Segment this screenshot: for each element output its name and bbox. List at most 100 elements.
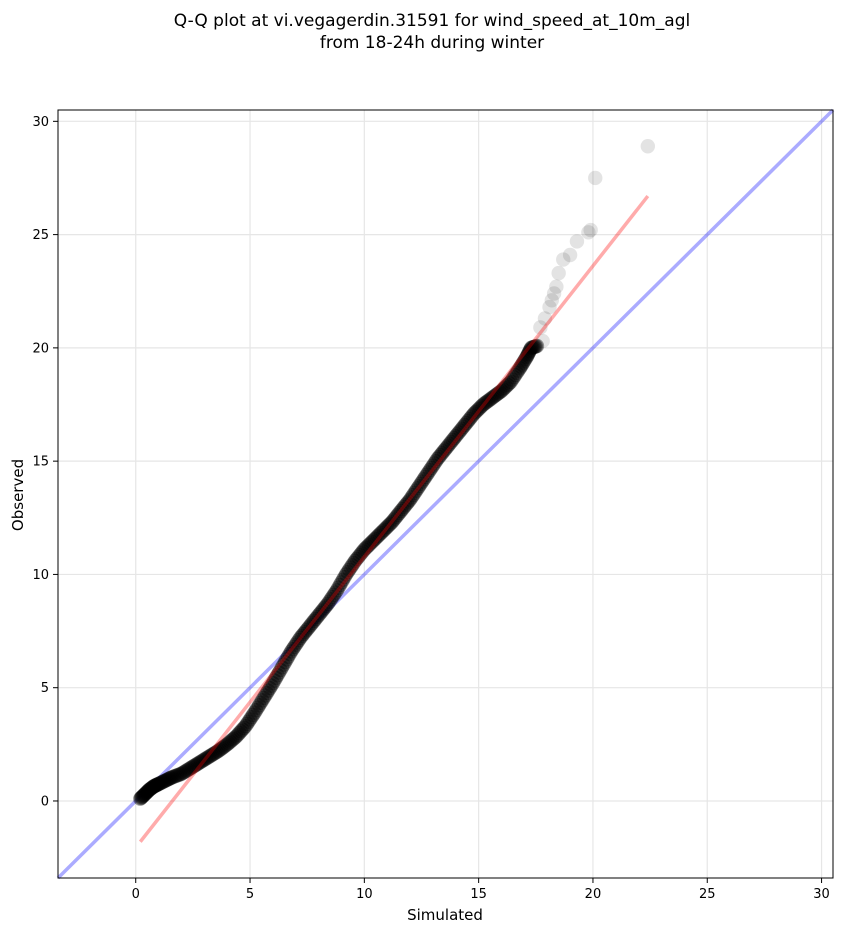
y-axis-label: Observed: [9, 459, 27, 531]
qq-point: [474, 398, 489, 414]
x-tick-label: 20: [585, 887, 602, 902]
qq-point: [300, 621, 316, 636]
qq-point: [155, 774, 171, 789]
qq-point: [370, 528, 386, 544]
qq-point: [283, 644, 299, 659]
y-tick-label: 15: [32, 455, 49, 470]
qq-point: [245, 707, 261, 723]
qq-point: [398, 498, 413, 513]
qq-point: [556, 252, 571, 267]
qq-point: [194, 754, 209, 769]
qq-point: [271, 665, 287, 680]
qq-point: [149, 777, 164, 793]
qq-point: [293, 630, 308, 646]
qq-point: [518, 351, 533, 367]
fit-line: [138, 195, 650, 843]
qq-point: [309, 609, 325, 625]
qq-point: [383, 516, 398, 532]
qq-point: [373, 525, 389, 541]
qq-point: [503, 374, 518, 390]
qq-point: [306, 613, 322, 629]
qq-point: [472, 400, 488, 415]
qq-point: [328, 585, 343, 600]
qq-point: [175, 765, 191, 781]
qq-point: [213, 741, 229, 757]
qq-point: [509, 365, 524, 380]
qq-point: [221, 735, 236, 751]
qq-point: [248, 702, 264, 718]
qq-point: [551, 265, 566, 281]
qq-point: [387, 511, 403, 526]
qq-point: [569, 234, 585, 249]
qq-point: [209, 744, 224, 760]
qq-point: [454, 421, 470, 436]
qq-point: [522, 343, 537, 359]
qq-point: [329, 583, 345, 598]
y-tick-label: 10: [32, 568, 49, 583]
qq-point: [158, 773, 173, 788]
qq-point: [489, 387, 505, 402]
chart-title-line-1: Q-Q plot at vi.vegagerdin.31591 for wind…: [174, 11, 690, 31]
qq-point: [153, 775, 169, 791]
qq-point: [203, 748, 218, 764]
qq-point: [462, 412, 477, 427]
qq-point: [241, 714, 256, 729]
qq-point: [529, 338, 545, 354]
qq-point: [480, 393, 495, 409]
grid-lines: [58, 110, 833, 878]
qq-point: [169, 768, 185, 783]
qq-point: [428, 453, 444, 469]
x-tick-label: 5: [246, 887, 254, 902]
qq-point: [268, 670, 284, 686]
qq-point: [141, 783, 156, 798]
qq-point: [238, 719, 253, 734]
qq-point: [255, 693, 270, 708]
qq-point: [434, 446, 450, 461]
qq-point: [354, 546, 369, 561]
qq-point: [171, 767, 186, 783]
qq-point: [410, 481, 425, 496]
plot-frame: [57, 109, 834, 879]
qq-point: [160, 772, 175, 787]
qq-point: [143, 781, 158, 797]
qq-point: [477, 396, 492, 411]
qq-point: [163, 770, 179, 785]
qq-point: [433, 447, 448, 463]
qq-point: [525, 340, 540, 355]
qq-point: [439, 440, 454, 455]
qq-point: [320, 596, 335, 612]
qq-point: [378, 521, 393, 536]
qq-point: [427, 456, 442, 471]
qq-point: [395, 501, 410, 517]
qq-point: [404, 490, 419, 505]
qq-point: [335, 572, 351, 587]
qq-point: [436, 444, 451, 459]
qq-point: [165, 769, 180, 785]
qq-point: [332, 577, 348, 593]
qq-point: [178, 763, 194, 779]
qq-point: [261, 683, 276, 698]
qq-point: [191, 756, 206, 771]
qq-point: [491, 385, 506, 401]
qq-point: [308, 611, 323, 627]
qq-point: [527, 339, 542, 354]
qq-point: [138, 786, 153, 801]
qq-point: [273, 662, 288, 678]
x-tick-label: 25: [699, 887, 716, 902]
qq-point: [396, 500, 412, 515]
qq-point: [506, 370, 521, 385]
qq-point: [136, 788, 151, 803]
qq-point: [422, 463, 438, 478]
y-tick-label: 0: [41, 794, 49, 809]
qq-point: [544, 293, 560, 308]
qq-point: [351, 549, 366, 565]
reference-lines: [56, 108, 835, 880]
qq-point: [412, 478, 427, 494]
qq-point: [504, 372, 520, 387]
qq-point: [501, 376, 517, 391]
qq-point: [588, 170, 603, 186]
qq-point: [287, 639, 302, 655]
qq-point: [511, 363, 526, 378]
qq-point: [401, 494, 416, 509]
